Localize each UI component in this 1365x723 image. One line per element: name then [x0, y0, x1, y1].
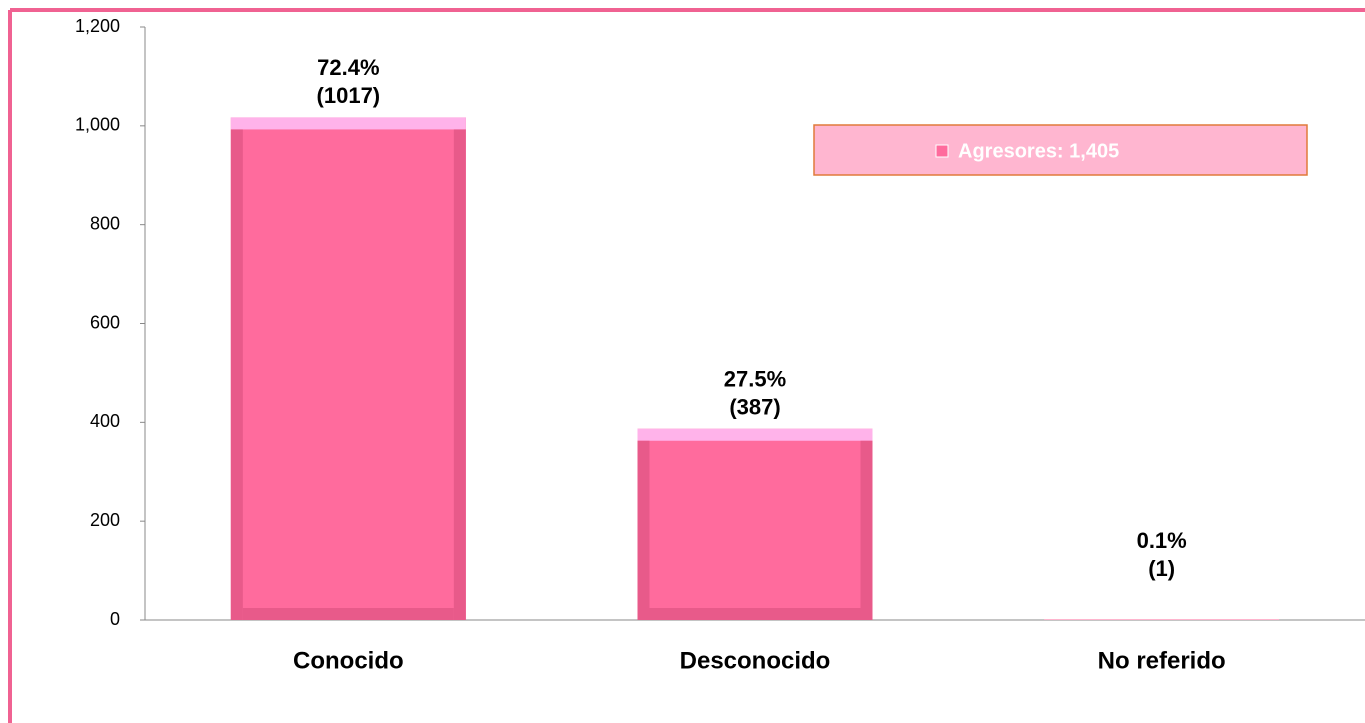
bar [637, 428, 873, 620]
bar [230, 117, 466, 621]
y-tick-label: 0 [110, 609, 120, 629]
bar-bevel-top [637, 428, 873, 441]
y-tick-label: 200 [90, 510, 120, 530]
value-label: (1) [1148, 556, 1175, 581]
bar-bevel-left [637, 440, 650, 620]
y-tick-label: 800 [90, 213, 120, 233]
bar-bevel-left [230, 129, 243, 620]
y-tick-label: 600 [90, 312, 120, 332]
y-tick-label: 1,200 [75, 16, 120, 36]
share-label: 72.4% [317, 55, 379, 80]
y-tick-label: 1,000 [75, 115, 120, 135]
bar-bevel-right [860, 440, 873, 620]
bar-bevel-bottom [649, 608, 861, 620]
legend-label: Agresores: 1,405 [958, 140, 1119, 162]
legend-box [813, 124, 1308, 176]
x-tick-label: Conocido [293, 647, 404, 674]
bar-bevel-top [230, 117, 466, 130]
share-label: 0.1% [1137, 528, 1187, 553]
value-label: (387) [729, 395, 780, 420]
x-tick-label: No referido [1098, 647, 1226, 674]
x-tick-label: Desconocido [680, 647, 831, 674]
legend-swatch [935, 144, 949, 158]
y-tick-label: 400 [90, 411, 120, 431]
bar-bevel-right [453, 129, 466, 620]
value-label: (1017) [317, 83, 381, 108]
bar-bevel-bottom [242, 608, 454, 620]
share-label: 27.5% [724, 367, 786, 392]
